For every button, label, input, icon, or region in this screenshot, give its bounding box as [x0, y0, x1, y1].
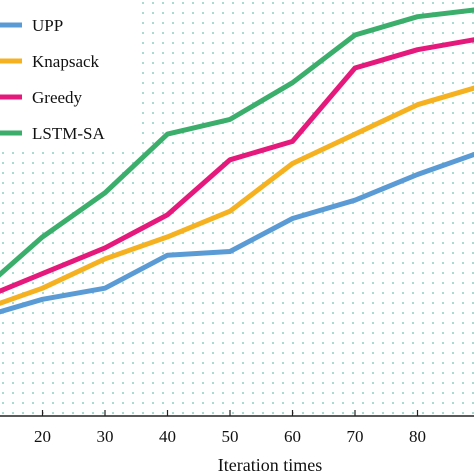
x-tick-label: 40 — [159, 427, 176, 446]
x-tick-label: 50 — [222, 427, 239, 446]
series-layer — [0, 7, 474, 315]
legend: UPP Knapsack Greedy LSTM-SA — [0, 16, 105, 143]
legend-label-upp: UPP — [32, 16, 63, 35]
x-tick-label: 70 — [347, 427, 364, 446]
x-tick-label: 60 — [284, 427, 301, 446]
series-line-greedy — [0, 37, 474, 294]
x-axis-title: Iteration times — [218, 455, 322, 474]
legend-label-knapsack: Knapsack — [32, 52, 100, 71]
legend-label-lstm-sa: LSTM-SA — [32, 124, 105, 143]
x-tick-label: 30 — [97, 427, 114, 446]
x-tick-label: 80 — [409, 427, 426, 446]
x-axis-ticks: 20 30 40 50 60 70 80 — [34, 410, 426, 446]
series-line-lstm-sa — [0, 7, 474, 278]
series-line-upp — [0, 151, 474, 315]
legend-box — [0, 0, 136, 150]
legend-label-greedy: Greedy — [32, 88, 83, 107]
series-line-knapsack — [0, 85, 474, 306]
x-tick-label: 20 — [34, 427, 51, 446]
